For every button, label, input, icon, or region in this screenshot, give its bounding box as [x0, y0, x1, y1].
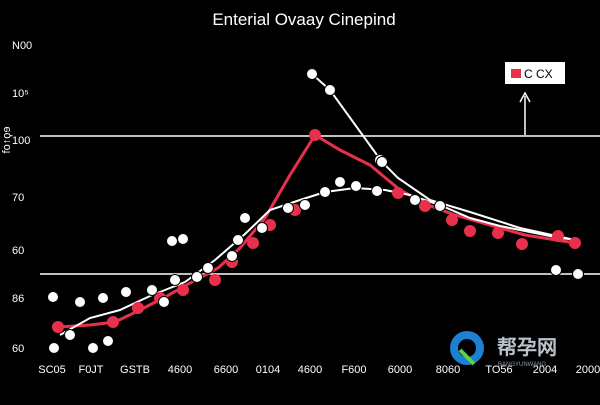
y-tick-labels: N00 10⁵ 100 70 60 86 60: [12, 40, 32, 355]
data-point: [202, 262, 214, 274]
data-point: [306, 68, 318, 80]
x-tick-label: F600: [341, 364, 366, 376]
y-tick-label: 86: [12, 293, 24, 305]
data-point: [209, 274, 221, 286]
data-point: [464, 225, 476, 237]
data-point: [572, 268, 584, 280]
data-point: [309, 129, 321, 141]
data-point: [232, 234, 244, 246]
y-tick-label: 60: [12, 245, 24, 257]
watermark: 帮孕网 BANGYUNWANG: [450, 331, 557, 368]
x-tick-label: 2004: [533, 364, 557, 376]
data-point: [550, 264, 562, 276]
data-point: [102, 335, 114, 347]
arrow-annotation: [519, 91, 531, 135]
x-tick-label: SC05: [38, 364, 66, 376]
watermark-glyph-icon: 帮孕网: [497, 335, 557, 359]
data-point: [247, 237, 259, 249]
data-point: [87, 342, 99, 354]
data-point: [74, 296, 86, 308]
data-point: [239, 212, 251, 224]
data-point: [158, 296, 170, 308]
data-point: [132, 302, 144, 314]
legend: C CX: [505, 62, 565, 84]
data-point: [516, 238, 528, 250]
data-point: [64, 329, 76, 341]
y-tick-label: 70: [12, 192, 24, 204]
x-tick-label: 6600: [214, 364, 238, 376]
x-tick-label: TO56: [485, 364, 512, 376]
data-point: [376, 156, 388, 168]
data-point: [419, 200, 431, 212]
data-point: [52, 321, 64, 333]
data-point: [146, 284, 158, 296]
data-point: [492, 227, 504, 239]
data-point: [226, 250, 238, 262]
data-point: [392, 187, 404, 199]
y-tick-label: 10⁵: [12, 88, 29, 100]
data-point: [169, 274, 181, 286]
grid-lines: [40, 135, 600, 275]
data-point: [409, 194, 421, 206]
x-tick-label: 4600: [168, 364, 192, 376]
x-tick-label: GSTB: [120, 364, 150, 376]
data-point: [434, 200, 446, 212]
data-point: [177, 233, 189, 245]
data-point: [552, 230, 564, 242]
data-point: [256, 222, 268, 234]
data-point: [47, 291, 59, 303]
x-tick-label: 2000: [576, 364, 600, 376]
legend-label: C CX: [524, 67, 553, 81]
y-tick-label: 100: [12, 135, 30, 147]
x-tick-label: 4600: [298, 364, 322, 376]
data-point: [319, 186, 331, 198]
x-tick-label: 6000: [388, 364, 412, 376]
data-point: [177, 284, 189, 296]
x-tick-label: 8060: [436, 364, 460, 376]
y-axis-label: fo↑ϙɘ: [1, 127, 13, 154]
data-point: [107, 316, 119, 328]
data-point: [97, 292, 109, 304]
data-point: [446, 214, 458, 226]
x-tick-label: F0JT: [78, 364, 103, 376]
data-point: [371, 185, 383, 197]
watermark-sub-glyph-icon: BANGYUNWANG: [498, 362, 546, 368]
data-point: [191, 271, 203, 283]
x-tick-labels: SC05 F0JT GSTB 4600 6600 0104 4600 F600 6000 8060…: [38, 364, 600, 376]
x-tick-label: 0104: [256, 364, 280, 376]
chart-title: Enterial Ovaay Cinepind: [212, 10, 395, 29]
series-layer: [47, 68, 584, 354]
data-point: [120, 286, 132, 298]
y-tick-label: N00: [12, 40, 32, 52]
y-tick-label: 60: [12, 343, 24, 355]
data-point: [569, 237, 581, 249]
data-point: [48, 342, 60, 354]
data-point: [166, 235, 178, 247]
data-point: [324, 84, 336, 96]
arrow-head-icon: [519, 91, 531, 103]
legend-frame: [505, 62, 565, 84]
series-line: [311, 73, 576, 241]
data-point: [350, 180, 362, 192]
legend-swatch: [511, 69, 521, 78]
data-point: [299, 199, 311, 211]
data-point: [334, 176, 346, 188]
data-point: [282, 202, 294, 214]
